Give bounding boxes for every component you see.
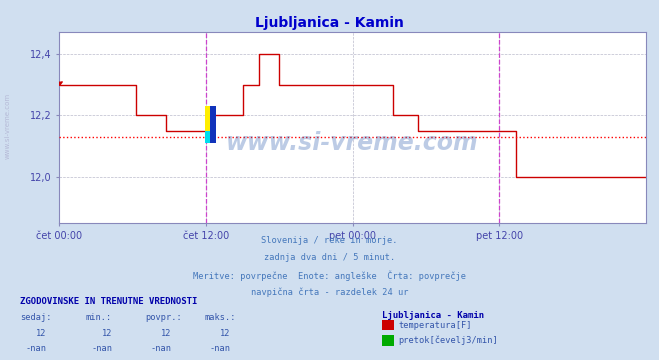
Text: Ljubljanica - Kamin: Ljubljanica - Kamin — [382, 311, 484, 320]
Text: 12: 12 — [220, 329, 231, 338]
Bar — [205, 131, 210, 143]
Text: Slovenija / reke in morje.: Slovenija / reke in morje. — [261, 236, 398, 245]
Text: Ljubljanica - Kamin: Ljubljanica - Kamin — [255, 16, 404, 30]
Text: 12: 12 — [101, 329, 112, 338]
Text: -nan: -nan — [25, 344, 46, 353]
Bar — [210, 106, 215, 143]
Text: 12: 12 — [36, 329, 46, 338]
Text: maks.:: maks.: — [204, 313, 236, 322]
Text: www.si-vreme.com: www.si-vreme.com — [5, 93, 11, 159]
Text: www.si-vreme.com: www.si-vreme.com — [226, 131, 479, 155]
Text: -nan: -nan — [210, 344, 231, 353]
Text: min.:: min.: — [86, 313, 112, 322]
Text: navpična črta - razdelek 24 ur: navpična črta - razdelek 24 ur — [251, 288, 408, 297]
Text: 12: 12 — [161, 329, 171, 338]
Text: pretok[čevelj3/min]: pretok[čevelj3/min] — [399, 336, 498, 345]
Text: temperatura[F]: temperatura[F] — [399, 320, 473, 330]
Text: Meritve: povrpečne  Enote: angleške  Črta: povprečje: Meritve: povrpečne Enote: angleške Črta:… — [193, 270, 466, 281]
Text: povpr.:: povpr.: — [145, 313, 182, 322]
Text: -nan: -nan — [91, 344, 112, 353]
Bar — [205, 106, 210, 131]
Text: sedaj:: sedaj: — [20, 313, 51, 322]
Text: zadnja dva dni / 5 minut.: zadnja dva dni / 5 minut. — [264, 253, 395, 262]
Text: -nan: -nan — [150, 344, 171, 353]
Text: ZGODOVINSKE IN TRENUTNE VREDNOSTI: ZGODOVINSKE IN TRENUTNE VREDNOSTI — [20, 297, 197, 306]
